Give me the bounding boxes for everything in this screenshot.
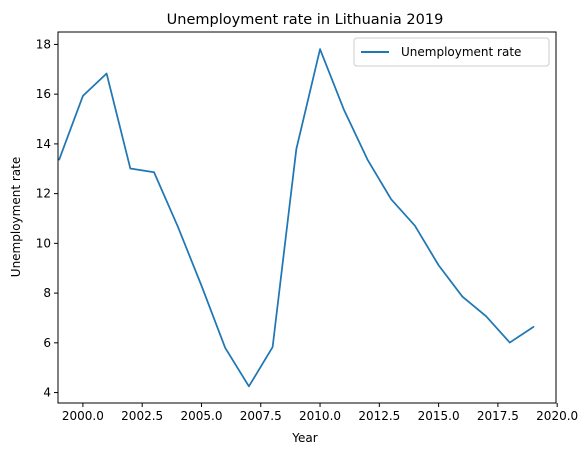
chart-title: Unemployment rate in Lithuania 2019: [167, 12, 444, 28]
x-axis-ticks: 2000.0 2002.5 2005.0 2007.5 2010.0 2012.5 2015…: [62, 403, 578, 423]
legend-box: [353, 37, 550, 67]
x-tick-label: 2007.5: [240, 409, 282, 423]
x-axis-label: Year: [291, 431, 317, 445]
y-tick-label: 14: [36, 137, 51, 151]
x-tick-label: 2000.0: [62, 409, 104, 423]
x-tick-label: 2017.5: [477, 409, 519, 423]
x-tick-label: 2020.0: [536, 409, 578, 423]
x-tick-label: 2010.0: [299, 409, 341, 423]
series-line-unemployment-rate: [58, 48, 535, 388]
x-tick-label: 2002.5: [121, 409, 163, 423]
plot-area: [58, 32, 556, 403]
x-tick-label: 2012.5: [358, 409, 400, 423]
y-axis-label: Unemployment rate: [9, 157, 23, 277]
y-tick-label: 4: [43, 386, 51, 400]
y-tick-label: 16: [36, 87, 51, 101]
y-tick-label: 12: [36, 187, 51, 201]
y-tick-label: 8: [43, 286, 51, 300]
y-tick-label: 10: [36, 236, 51, 250]
legend-label: Unemployment rate: [401, 45, 521, 59]
legend: Unemployment rate: [353, 37, 550, 67]
plot-frame: [57, 31, 557, 404]
y-axis-ticks: 4 6 8 10 12 14 16 18: [36, 37, 58, 400]
series-layer: [58, 48, 535, 388]
y-tick-label: 18: [36, 37, 51, 51]
x-tick-label: 2005.0: [180, 409, 222, 423]
x-tick-label: 2015.0: [418, 409, 460, 423]
y-tick-label: 6: [43, 336, 51, 350]
